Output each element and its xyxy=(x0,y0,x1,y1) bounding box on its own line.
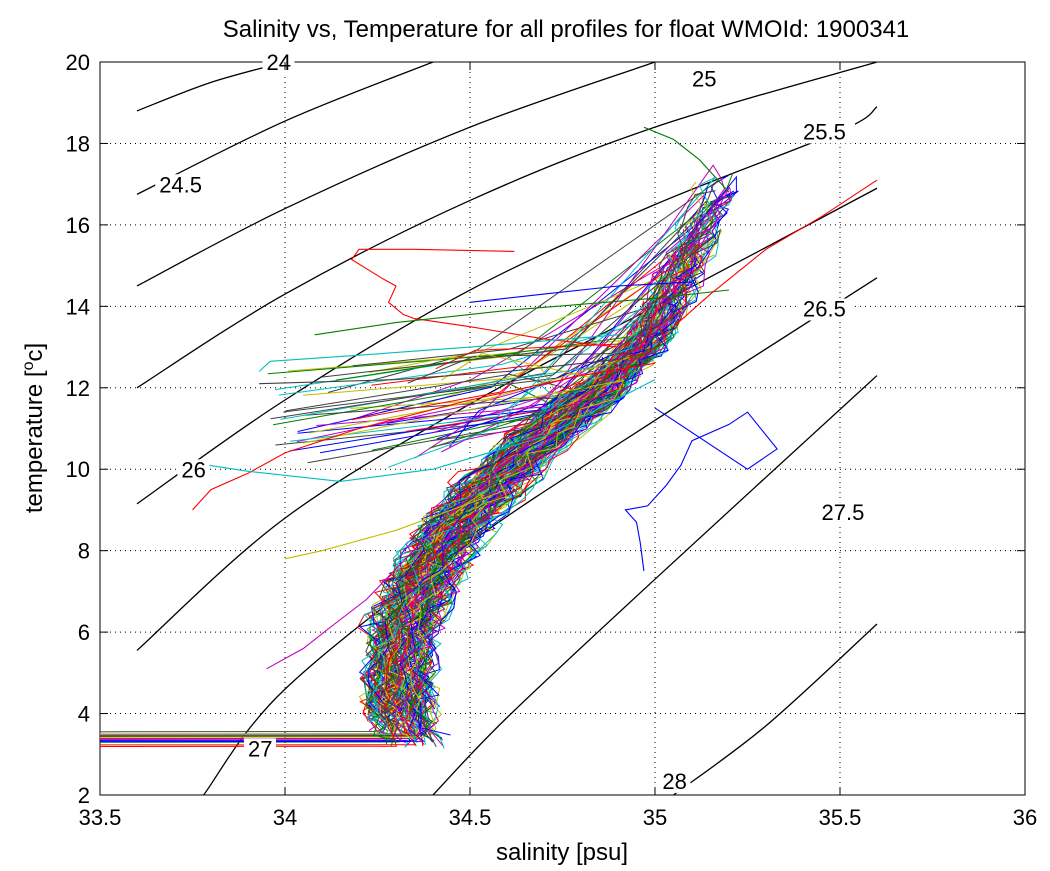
y-tick-label: 16 xyxy=(66,213,90,238)
contour-label-bg xyxy=(155,174,212,197)
profile-line xyxy=(365,415,544,742)
profile-line-outlier xyxy=(284,489,508,560)
y-tick-label: 20 xyxy=(66,50,90,75)
y-tick-label: 6 xyxy=(78,620,90,645)
profile-line-outlier xyxy=(192,362,656,511)
contour-label-25.5: 25.5 xyxy=(803,119,846,144)
y-tick-label: 8 xyxy=(78,539,90,564)
density-contour-28 xyxy=(673,623,878,795)
y-tick-label: 2 xyxy=(78,783,90,808)
profile-line-outlier xyxy=(469,281,693,303)
profile-line xyxy=(359,222,694,706)
density-contour-25 xyxy=(136,62,656,287)
contour-label-26: 26 xyxy=(181,457,205,482)
x-tick-label: 33.5 xyxy=(79,805,122,830)
contour-label-28: 28 xyxy=(662,769,686,794)
x-tick-label: 34.5 xyxy=(449,805,492,830)
x-axis-label: salinity [psu] xyxy=(496,839,628,866)
profile-line xyxy=(358,181,702,725)
profile-line xyxy=(388,388,605,740)
profile-line-outlier xyxy=(181,379,656,482)
contour-label-bg xyxy=(799,298,855,321)
chart-title: Salinity vs, Temperature for all profile… xyxy=(223,16,910,43)
profile-lines xyxy=(100,126,878,749)
contour-label-24: 24 xyxy=(267,50,291,75)
contour-label-26.5: 26.5 xyxy=(803,297,846,322)
profile-line xyxy=(418,341,668,729)
y-axis-label-main: temperature [ xyxy=(21,370,48,513)
profile-line xyxy=(376,352,604,734)
y-axis-label-superscript: o xyxy=(20,361,37,370)
profile-line-outlier xyxy=(673,179,878,328)
profile-line-outlier xyxy=(624,407,778,572)
profile-line xyxy=(377,308,655,708)
profile-line xyxy=(270,228,722,747)
density-contour-labels: 24 24.5 25 25.5 26 26.5 27 27.5 28 xyxy=(155,50,874,794)
profile-line xyxy=(302,379,625,712)
contour-label-25: 25 xyxy=(692,66,716,91)
x-tick-label: 34 xyxy=(273,805,297,830)
y-tick-label: 12 xyxy=(66,376,90,401)
profile-line xyxy=(322,213,702,718)
profile-line xyxy=(413,327,676,710)
profile-line xyxy=(401,254,704,745)
contour-label-27: 27 xyxy=(248,736,272,761)
contour-label-27.5: 27.5 xyxy=(822,500,865,525)
x-tick-label: 35.5 xyxy=(819,805,862,830)
y-tick-label: 10 xyxy=(66,457,90,482)
profile-line xyxy=(410,297,682,724)
y-tick-label: 18 xyxy=(66,131,90,156)
profile-line xyxy=(363,213,687,728)
profile-line xyxy=(417,188,732,747)
density-contour-25.5 xyxy=(136,62,878,389)
profile-line xyxy=(406,408,592,724)
x-tick-label: 35 xyxy=(643,805,667,830)
x-tick-label: 36 xyxy=(1013,805,1037,830)
contour-label-bg xyxy=(688,68,720,91)
profile-line xyxy=(372,388,581,725)
y-axis-label: temperature [oc] xyxy=(20,343,48,513)
grid-layer xyxy=(100,62,1025,795)
profile-line xyxy=(368,388,590,704)
profile-line xyxy=(392,207,716,708)
y-axis-label-tail: c] xyxy=(21,343,48,362)
density-contour-27.5 xyxy=(432,375,878,795)
y-tick-label: 4 xyxy=(78,702,90,727)
profile-line-outlier xyxy=(266,428,545,670)
contour-label-bg xyxy=(658,770,691,793)
contour-label-bg xyxy=(799,121,855,144)
contour-label-bg xyxy=(262,52,295,75)
contour-label-bg xyxy=(244,738,276,761)
profile-line-outlier xyxy=(259,358,619,385)
y-tick-label: 14 xyxy=(66,294,90,319)
plot-frame xyxy=(99,61,1026,796)
profile-line-outlier xyxy=(314,289,730,336)
contour-label-bg xyxy=(817,502,874,525)
contour-label-24.5: 24.5 xyxy=(159,172,202,197)
profile-line-outlier xyxy=(350,248,619,348)
density-contour-27 xyxy=(203,277,878,795)
contour-label-bg xyxy=(177,459,210,482)
profile-line-outlier xyxy=(643,126,730,193)
profile-line-outlier xyxy=(258,334,619,372)
profile-line xyxy=(375,190,716,736)
